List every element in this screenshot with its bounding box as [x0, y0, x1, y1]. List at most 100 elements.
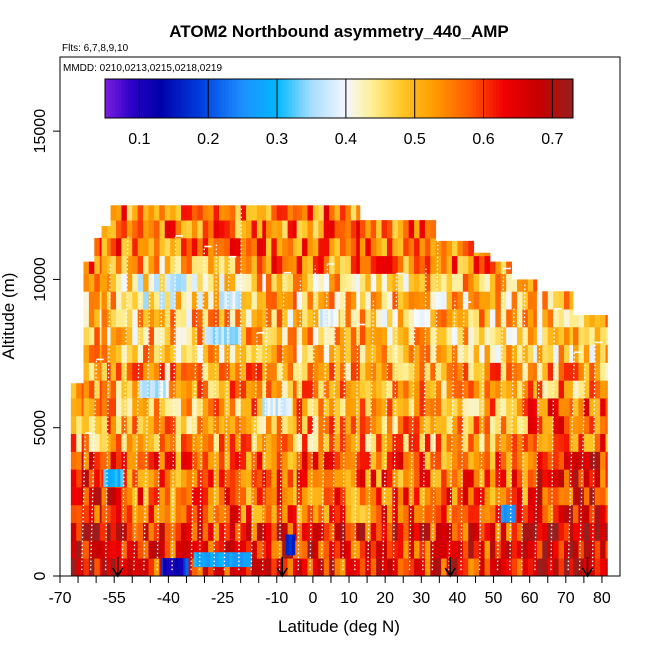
- heatmap-cell: [517, 309, 523, 328]
- flight-profile-trace: [143, 287, 151, 571]
- heatmap-cell: [506, 540, 513, 559]
- heatmap-cell: [386, 558, 393, 577]
- heatmap-cell: [126, 540, 133, 559]
- heatmap-cell: [318, 291, 325, 310]
- heatmap-cell: [229, 469, 236, 488]
- heatmap-cell: [208, 344, 214, 363]
- heatmap-cell: [605, 344, 608, 363]
- heatmap-cell: [153, 220, 160, 239]
- heatmap-cell: [276, 309, 283, 328]
- heatmap-cell: [359, 415, 366, 435]
- heatmap-cell: [583, 433, 590, 452]
- heatmap-cell: [370, 398, 377, 417]
- heatmap-cell: [121, 451, 128, 470]
- heatmap-cell: [276, 415, 283, 435]
- heatmap-cell: [181, 237, 187, 257]
- heatmap-cell: [489, 291, 496, 310]
- heatmap-cell: [282, 558, 289, 577]
- heatmap-cell: [542, 380, 549, 399]
- heatmap-cell: [553, 415, 559, 435]
- heatmap-cell: [430, 415, 437, 435]
- colorbar-segment: [556, 79, 561, 118]
- flight-profile-trace: [332, 309, 336, 571]
- colorbar-segment: [476, 79, 480, 118]
- heatmap-cell: [137, 237, 144, 257]
- heatmap-cell: [126, 326, 133, 346]
- heatmap-cell: [126, 558, 133, 577]
- heatmap-cell-low: [503, 504, 507, 523]
- heatmap-cell: [307, 398, 314, 417]
- heatmap-cell: [251, 433, 258, 452]
- heatmap-cell-low: [232, 291, 236, 310]
- colorbar-segment: [288, 79, 293, 118]
- heatmap-cell: [202, 558, 209, 577]
- colorbar-segment: [181, 79, 186, 118]
- heatmap-cell: [126, 398, 133, 417]
- colorbar-segment: [185, 79, 190, 118]
- heatmap-cell: [251, 362, 258, 381]
- heatmap-cell: [386, 487, 393, 506]
- heatmap-cell: [143, 398, 149, 417]
- heatmap-cell: [435, 451, 442, 470]
- heatmap-cell: [88, 487, 95, 506]
- heatmap-cell: [573, 469, 579, 488]
- heatmap-cell: [334, 291, 341, 310]
- heatmap-cell: [246, 522, 252, 541]
- heatmap-cell: [408, 380, 415, 399]
- heatmap-cell: [126, 220, 133, 239]
- heatmap-cell-low: [199, 552, 203, 568]
- heatmap-cell: [106, 451, 111, 470]
- heatmap-cell: [500, 380, 507, 399]
- heatmap-cell: [296, 237, 303, 257]
- heatmap-cell: [345, 344, 352, 363]
- heatmap-cell: [287, 451, 294, 470]
- colorbar-tick-label: 0.5: [404, 131, 426, 148]
- heatmap-cell: [419, 504, 426, 524]
- heatmap-cell: [350, 255, 357, 274]
- heatmap-cell: [340, 220, 346, 239]
- heatmap-cell: [186, 344, 193, 363]
- heatmap-cell: [345, 451, 352, 470]
- heatmap-cell: [495, 344, 502, 363]
- heatmap-cell: [522, 540, 529, 559]
- heatmap-cell: [329, 291, 335, 310]
- heatmap-cell-low: [210, 552, 214, 568]
- heatmap-cell: [323, 237, 330, 257]
- heatmap-cell: [262, 540, 267, 559]
- heatmap-cell: [511, 398, 518, 417]
- heatmap-cell: [164, 344, 171, 363]
- heatmap-cell: [132, 398, 139, 417]
- heatmap-cell: [208, 309, 214, 328]
- heatmap-cell: [106, 273, 111, 292]
- heatmap-cells: [70, 205, 608, 577]
- heatmap-cell: [296, 291, 303, 310]
- heatmap-cell: [536, 487, 543, 506]
- heatmap-cell: [522, 504, 529, 524]
- heatmap-cell: [282, 415, 289, 435]
- heatmap-cell: [376, 291, 382, 310]
- heatmap-cell: [484, 558, 491, 577]
- colorbar-segment: [369, 79, 373, 118]
- heatmap-cell: [457, 273, 464, 292]
- heatmap-cell: [276, 469, 283, 488]
- heatmap-cell: [148, 522, 155, 541]
- heatmap-cell: [99, 398, 102, 417]
- heatmap-cell: [506, 326, 513, 346]
- heatmap-cell: [126, 362, 133, 381]
- colorbar-segment: [312, 79, 317, 118]
- heatmap-cell: [318, 522, 325, 541]
- heatmap-cell: [323, 522, 330, 541]
- heatmap-cell: [143, 362, 149, 381]
- heatmap-cell: [262, 273, 267, 292]
- colorbar-segment: [272, 79, 276, 118]
- heatmap-cell: [424, 451, 431, 470]
- heatmap-cell: [99, 344, 102, 363]
- heatmap-cell: [235, 362, 242, 381]
- heatmap-cell: [414, 433, 420, 452]
- heatmap-cell: [256, 433, 263, 452]
- heatmap-cell: [256, 309, 263, 328]
- heatmap-cell: [312, 487, 319, 506]
- heatmap-cell: [213, 380, 220, 399]
- heatmap-cell: [302, 344, 308, 363]
- heatmap-cell: [143, 237, 149, 257]
